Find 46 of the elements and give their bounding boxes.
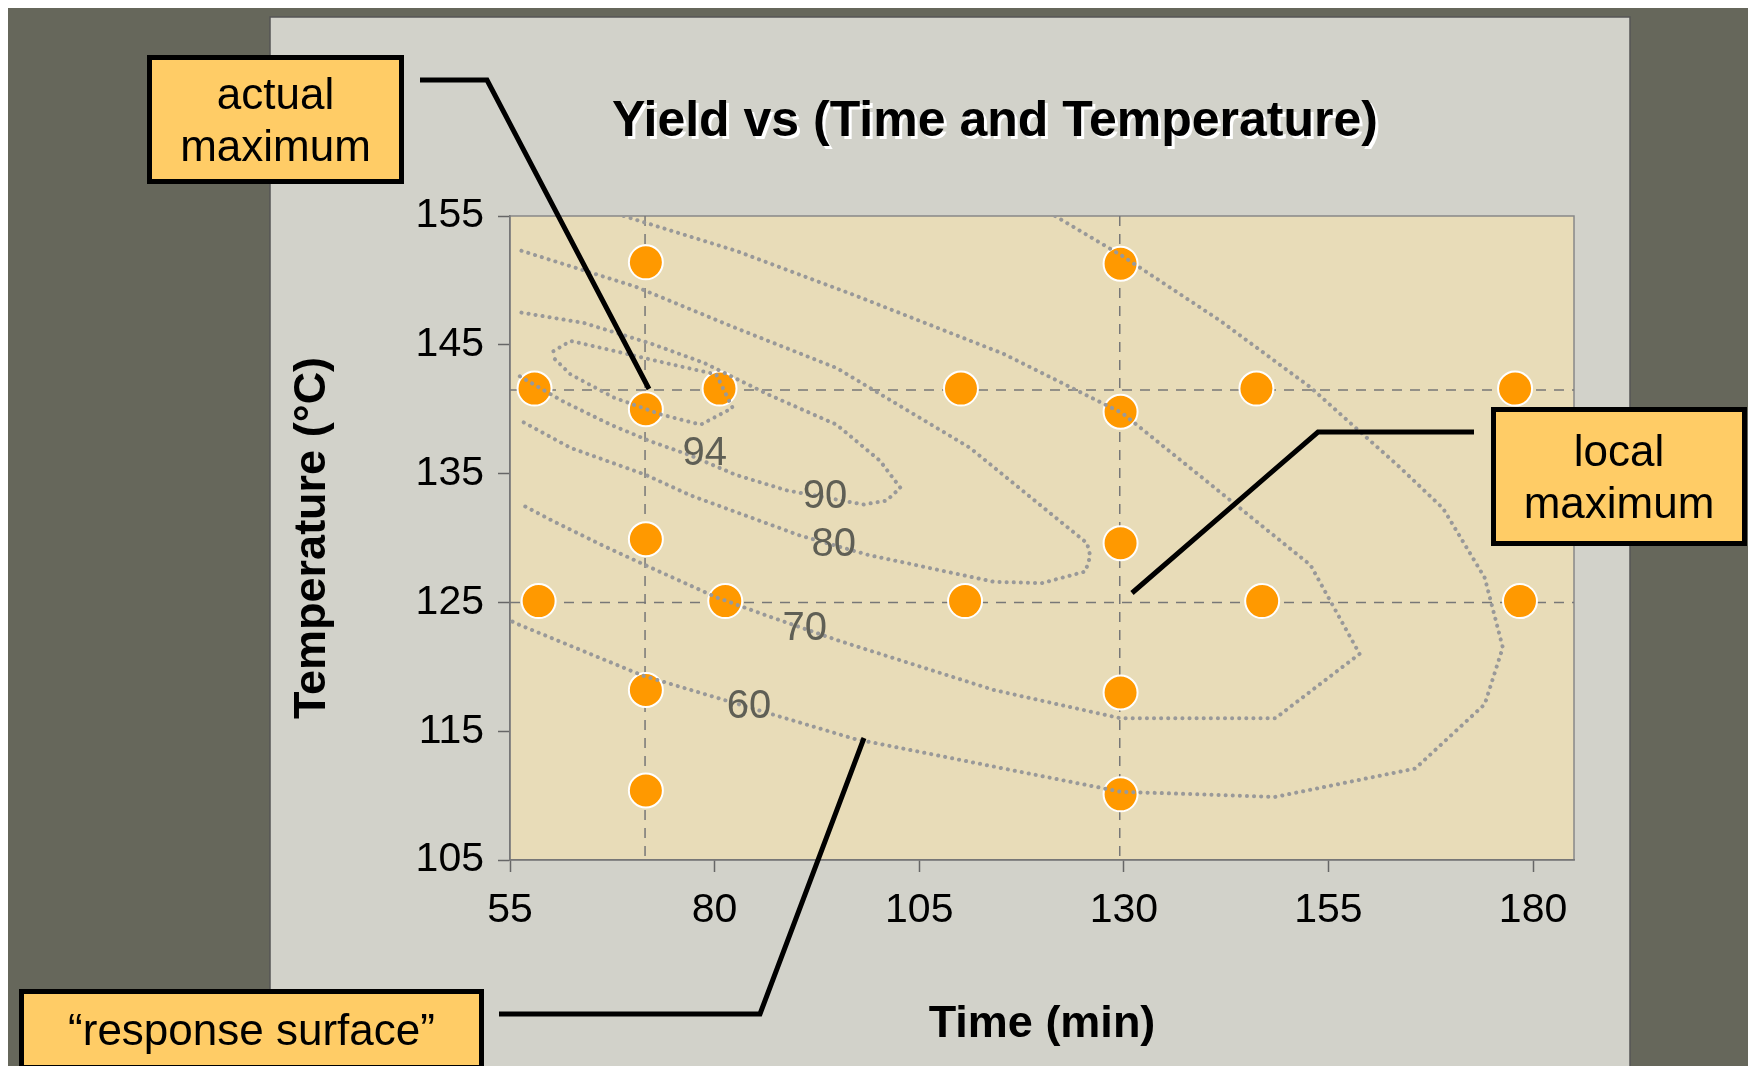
point xyxy=(627,391,664,428)
annotation: local maximum xyxy=(1522,424,1716,529)
point xyxy=(1102,393,1139,430)
point xyxy=(942,370,979,407)
y-tick-label: 105 xyxy=(415,834,484,881)
series-label: 94 xyxy=(682,429,727,474)
point xyxy=(1102,674,1139,711)
point xyxy=(627,244,664,281)
line-series xyxy=(510,216,1505,799)
x-tick-label: 80 xyxy=(691,884,738,931)
y-tick-label: 135 xyxy=(415,447,484,494)
point xyxy=(627,521,664,558)
point xyxy=(1501,583,1538,620)
point xyxy=(1102,245,1139,282)
x-axis-title: Time (min) xyxy=(928,996,1156,1048)
y-tick-label: 155 xyxy=(415,190,484,237)
line-series xyxy=(551,338,735,427)
point xyxy=(516,370,553,407)
x-tick-label: 180 xyxy=(1498,884,1568,931)
series-label: 90 xyxy=(802,472,848,517)
point xyxy=(1244,583,1281,620)
text: “response surface” xyxy=(68,1003,435,1056)
y-axis-title: Temperature (°C) xyxy=(284,356,336,720)
y-tick-label: 115 xyxy=(418,705,484,752)
point xyxy=(701,370,738,407)
chart-title: Yield vs (Time and Temperature) xyxy=(615,93,1381,150)
x-tick-label: 105 xyxy=(885,884,954,931)
point xyxy=(1102,525,1139,562)
point xyxy=(1238,370,1275,407)
point xyxy=(947,583,984,620)
series-label: 80 xyxy=(811,520,856,565)
point xyxy=(1102,776,1139,813)
x-tick-label: 130 xyxy=(1089,884,1159,931)
x-tick-label: 55 xyxy=(487,884,533,931)
series-label: 60 xyxy=(726,682,772,727)
point xyxy=(627,671,664,708)
x-tick-label: 155 xyxy=(1294,884,1363,931)
y-tick-label: 125 xyxy=(415,576,484,623)
y-tick-label: 145 xyxy=(415,319,484,366)
point xyxy=(1497,370,1534,407)
point xyxy=(707,583,744,620)
point xyxy=(520,583,557,620)
point xyxy=(627,772,664,809)
text: actual maximum xyxy=(179,67,372,172)
series-label: 70 xyxy=(782,603,827,648)
line-series xyxy=(519,248,1093,586)
